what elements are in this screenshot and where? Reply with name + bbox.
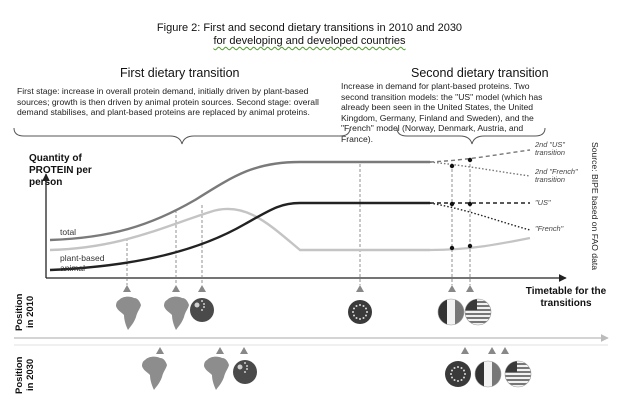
second-transition-brace: [396, 127, 546, 145]
row-label-2010: Position in 2010: [14, 293, 36, 331]
second-french-label: 2nd "French" transition: [535, 167, 578, 184]
africa-map-icon: [142, 356, 167, 390]
french-label: "French": [535, 224, 564, 233]
total-curve-label: total: [60, 227, 77, 237]
animal-curve-label: animal: [60, 263, 86, 273]
us-flag-icon: [504, 360, 532, 388]
eu-flag-icon: [348, 300, 372, 324]
eu-flag-icon: [445, 361, 471, 387]
plant-curve-label: plant-based: [60, 253, 105, 263]
second-us-projection: [429, 149, 531, 163]
africa-map-icon: [164, 296, 189, 330]
second-transition-heading: Second dietary transition: [411, 66, 549, 80]
second-transition-description: Increase in demand for plant-based prote…: [341, 81, 543, 144]
first-transition-brace: [13, 127, 351, 145]
total-curve: [49, 160, 430, 242]
plant-rise-curve: [429, 236, 531, 252]
france-flag-icon: [474, 360, 502, 388]
figure-title-line1: Figure 2: First and second dietary trans…: [156, 22, 463, 34]
us-flag-icon: [464, 298, 492, 326]
second-us-label: 2nd "US" transition: [535, 140, 565, 157]
china-flag-icon: [190, 298, 214, 322]
figure-title-line2: for developing and developed countries: [213, 35, 406, 47]
figure-title: Figure 2: First and second dietary trans…: [0, 22, 619, 48]
france-flag-icon: [437, 298, 465, 326]
markers-2010: [123, 285, 474, 292]
row-label-2030: Position in 2030: [14, 356, 36, 394]
guide-lines: [126, 164, 471, 285]
first-transition-heading: First dietary transition: [120, 66, 240, 80]
china-flag-icon: [233, 360, 257, 384]
africa-map-icon: [116, 296, 141, 330]
us-label: "US": [535, 198, 551, 207]
africa-map-icon: [204, 356, 229, 390]
plant-curve: [49, 207, 430, 252]
first-transition-description: First stage: increase in overall protein…: [17, 86, 319, 118]
transition-dots: [449, 157, 473, 251]
markers-2030: [156, 347, 509, 354]
second-french-projection: [429, 161, 531, 177]
source-note: Source: BIPE based on FAO data: [590, 142, 600, 271]
french-projection: [429, 202, 531, 231]
x-axis-label: Timetable for the transitions: [525, 286, 607, 309]
animal-curve: [49, 201, 430, 272]
